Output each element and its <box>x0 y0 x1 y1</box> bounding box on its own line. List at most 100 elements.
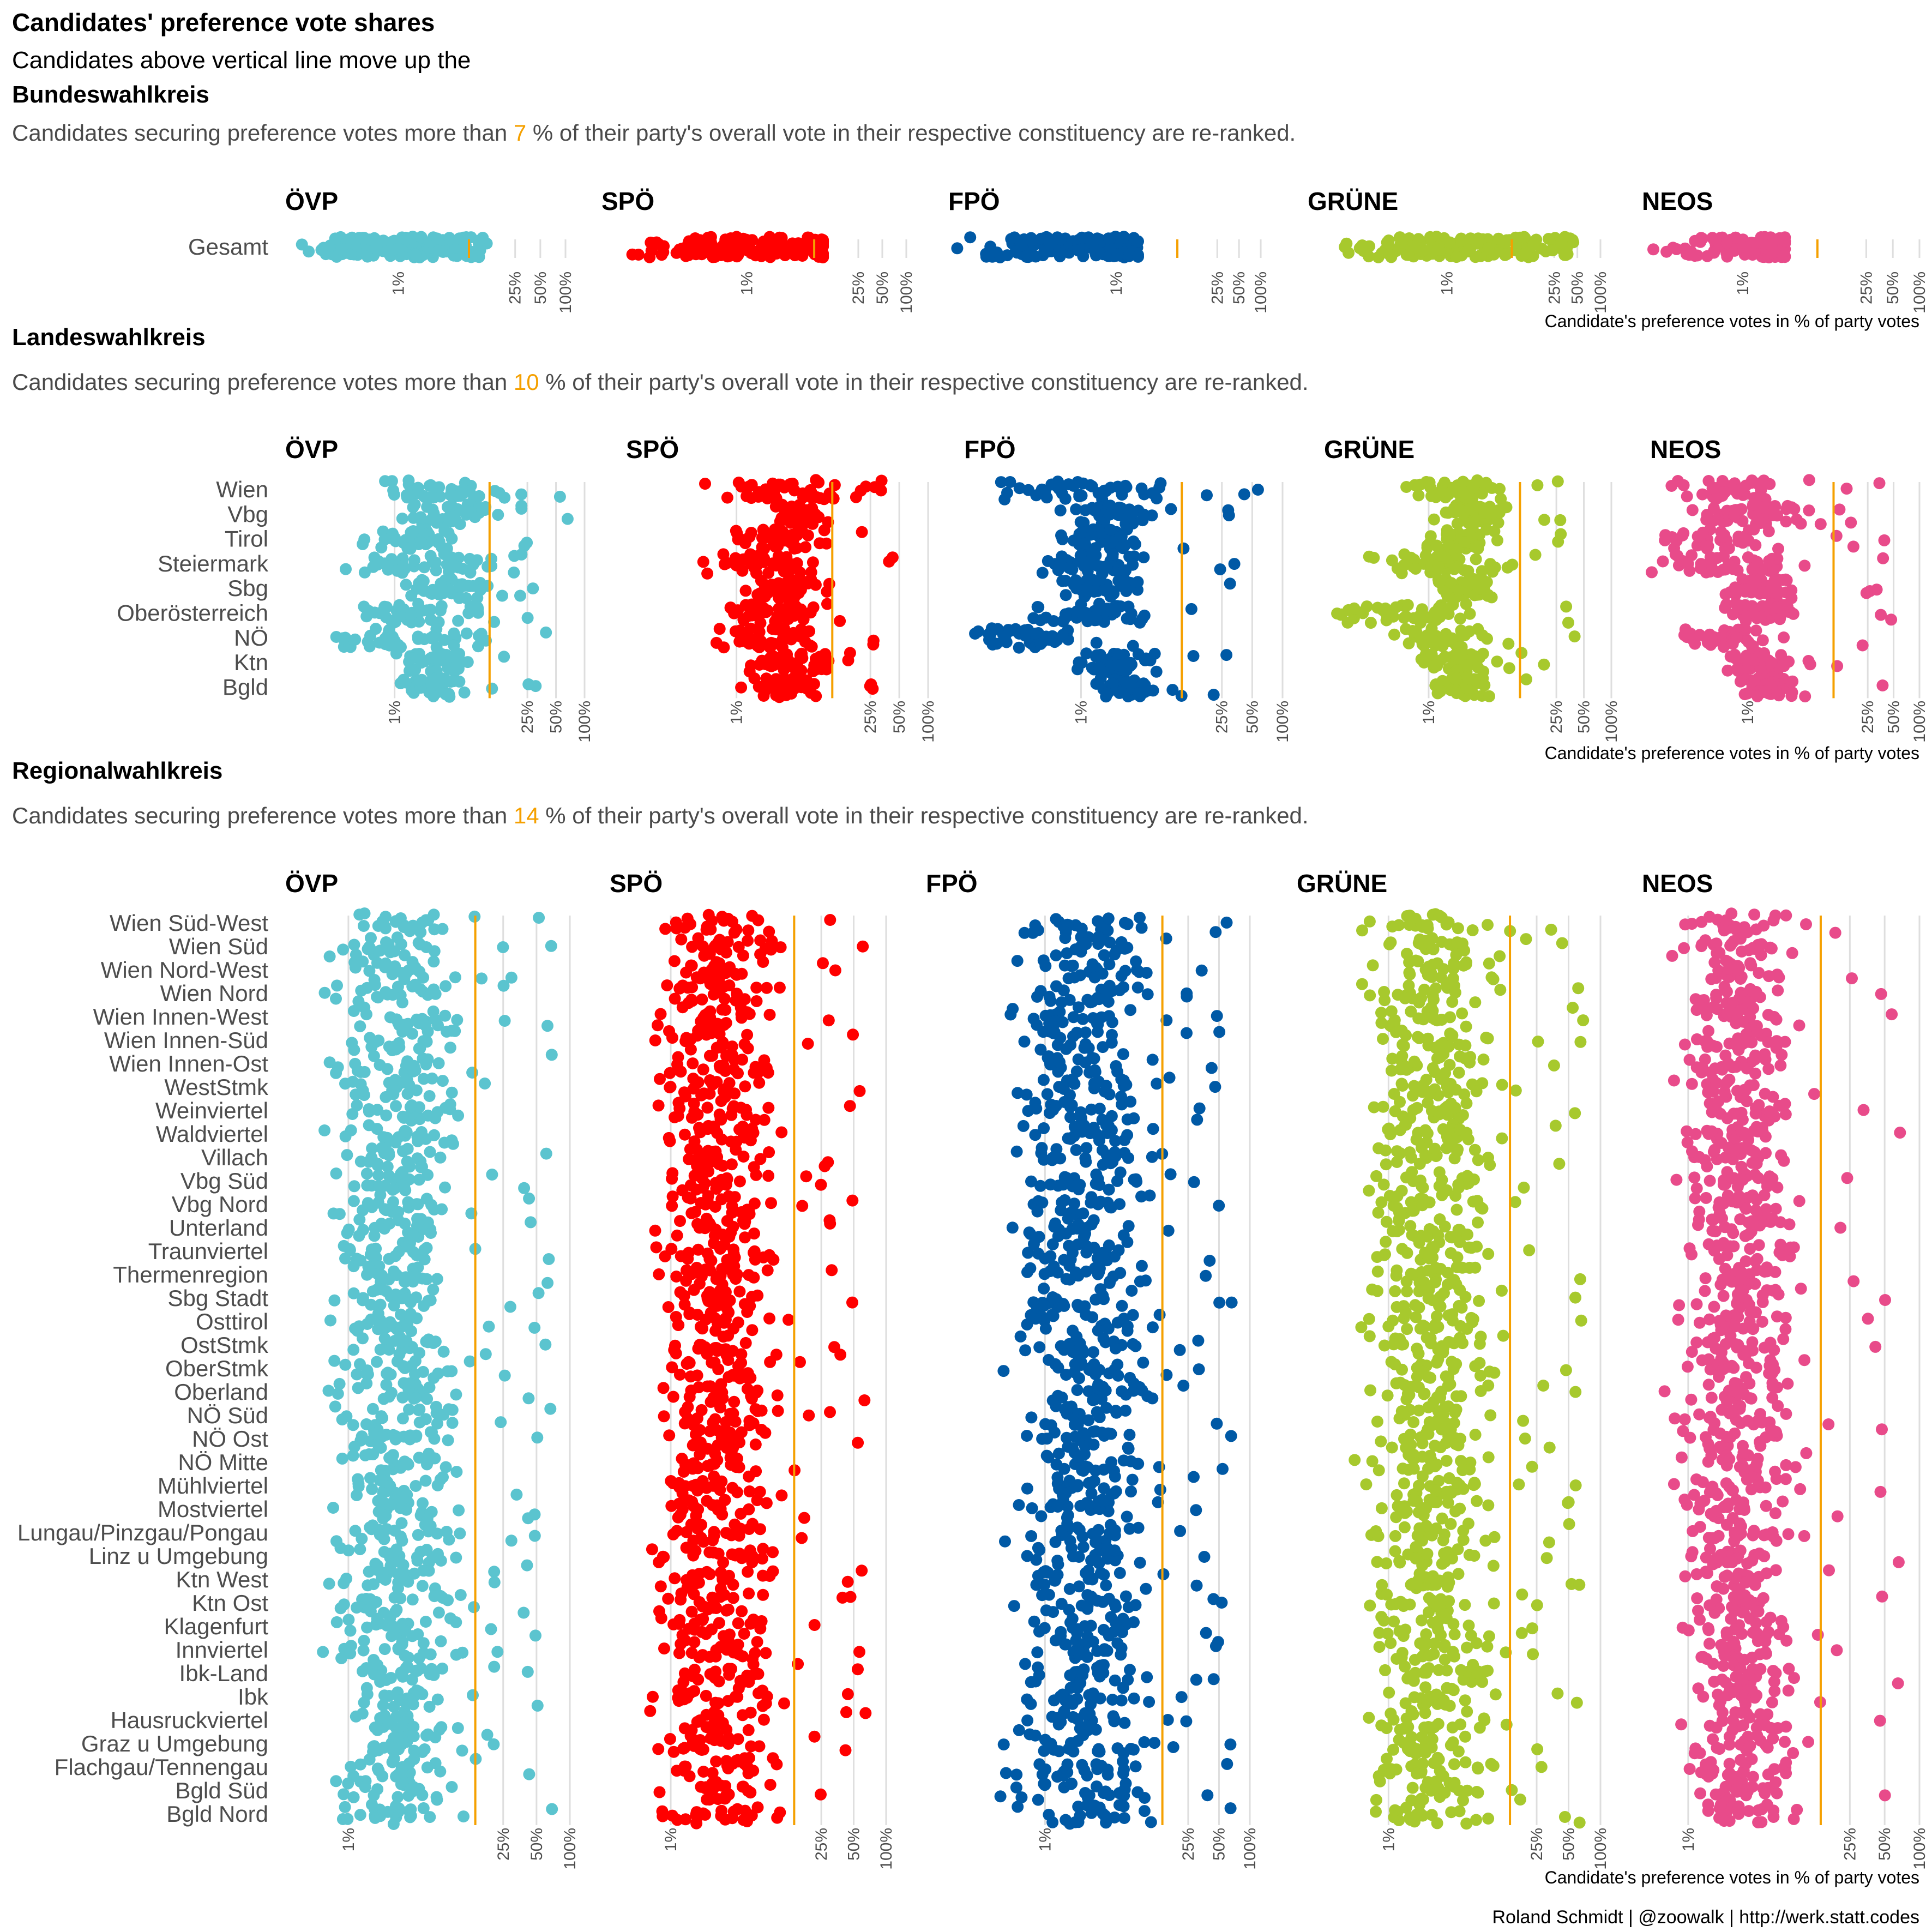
data-point <box>714 1268 727 1280</box>
data-point <box>409 963 422 976</box>
data-point <box>404 1377 416 1389</box>
data-point <box>1515 647 1528 659</box>
data-point <box>1080 647 1093 660</box>
data-point <box>729 1054 741 1066</box>
data-point <box>342 1614 355 1626</box>
row-label-lungau-pinzgau-pongau: Lungau/Pinzgau/Pongau <box>17 1520 268 1545</box>
data-point <box>1117 542 1129 555</box>
data-point <box>413 675 426 687</box>
data-point <box>653 1786 666 1798</box>
data-point <box>716 911 729 923</box>
data-point <box>731 988 743 1000</box>
data-point <box>701 567 714 580</box>
row-label-nö-mitte: NÖ Mitte <box>178 1449 268 1475</box>
data-point <box>348 1180 360 1193</box>
data-point <box>340 563 352 575</box>
data-point <box>1429 635 1441 648</box>
data-point <box>331 979 343 992</box>
data-point <box>546 1803 558 1815</box>
data-point <box>369 606 381 619</box>
data-point <box>1704 628 1716 641</box>
data-point <box>761 1264 774 1277</box>
data-point <box>328 1355 341 1367</box>
data-point <box>379 475 392 487</box>
data-point <box>1102 912 1115 925</box>
data-point <box>685 959 697 972</box>
tick-label-25: 25% <box>519 701 537 733</box>
data-point <box>420 1193 433 1205</box>
data-point <box>1409 479 1421 491</box>
data-point <box>454 1527 466 1540</box>
data-point <box>345 248 357 261</box>
data-point <box>473 234 486 246</box>
data-point <box>1166 684 1179 696</box>
data-point <box>1100 561 1113 573</box>
data-point <box>469 555 482 568</box>
row-label-weinviertel: Weinviertel <box>155 1098 268 1123</box>
party-label-grüne: GRÜNE <box>1308 187 1398 215</box>
data-point <box>533 912 545 924</box>
data-point <box>1052 478 1065 490</box>
data-point <box>792 237 804 250</box>
data-point <box>341 1813 354 1825</box>
data-point <box>381 560 394 573</box>
data-point <box>1088 504 1101 517</box>
data-point <box>765 943 777 956</box>
data-point <box>327 1207 340 1220</box>
data-point <box>401 1155 413 1168</box>
data-point <box>1778 599 1790 611</box>
data-point <box>371 1564 383 1576</box>
data-point <box>417 583 430 595</box>
tick-label-25: 25% <box>850 272 868 304</box>
data-point <box>748 1245 761 1257</box>
data-point <box>452 615 465 627</box>
data-point <box>844 647 856 659</box>
data-point <box>540 1147 552 1160</box>
data-point <box>702 1123 714 1135</box>
data-point <box>1008 231 1021 244</box>
data-point <box>1454 504 1466 516</box>
data-point <box>360 1377 373 1389</box>
data-point <box>1847 540 1859 553</box>
party-label-spö: SPÖ <box>610 869 663 898</box>
data-point <box>1555 528 1567 540</box>
row-label-unterland: Unterland <box>169 1215 268 1241</box>
data-point <box>1646 566 1658 579</box>
data-point <box>361 1318 374 1330</box>
data-point <box>368 1230 381 1242</box>
data-point <box>1464 673 1476 685</box>
data-point <box>428 983 440 996</box>
data-point <box>749 1061 762 1073</box>
data-point <box>1455 232 1467 245</box>
row-label-oberland: Oberland <box>174 1379 268 1405</box>
data-point <box>498 1369 511 1382</box>
tick-label-100: 100% <box>1592 272 1610 314</box>
data-point <box>737 553 750 565</box>
data-point <box>1416 635 1428 648</box>
data-point <box>545 1049 558 1061</box>
data-point <box>1420 476 1433 488</box>
data-point <box>401 1292 414 1305</box>
section-heading-regionalwahlkreis: Regionalwahlkreis <box>12 757 222 784</box>
data-point <box>687 1073 700 1085</box>
data-point <box>420 1544 433 1556</box>
data-point <box>1659 534 1671 546</box>
data-point <box>425 514 437 526</box>
data-point <box>696 1322 708 1335</box>
data-point <box>1562 616 1574 629</box>
data-point <box>427 690 440 702</box>
data-point <box>400 1126 413 1139</box>
data-point <box>434 1151 447 1164</box>
data-point <box>684 1192 697 1205</box>
threshold-description: Candidates securing preference votes mor… <box>12 120 1296 146</box>
data-point <box>1137 551 1150 564</box>
data-point <box>336 1452 348 1465</box>
data-point <box>1527 239 1540 251</box>
data-point <box>424 1426 437 1439</box>
data-point <box>644 1705 657 1717</box>
data-point <box>420 1273 433 1285</box>
data-point <box>815 1788 827 1801</box>
